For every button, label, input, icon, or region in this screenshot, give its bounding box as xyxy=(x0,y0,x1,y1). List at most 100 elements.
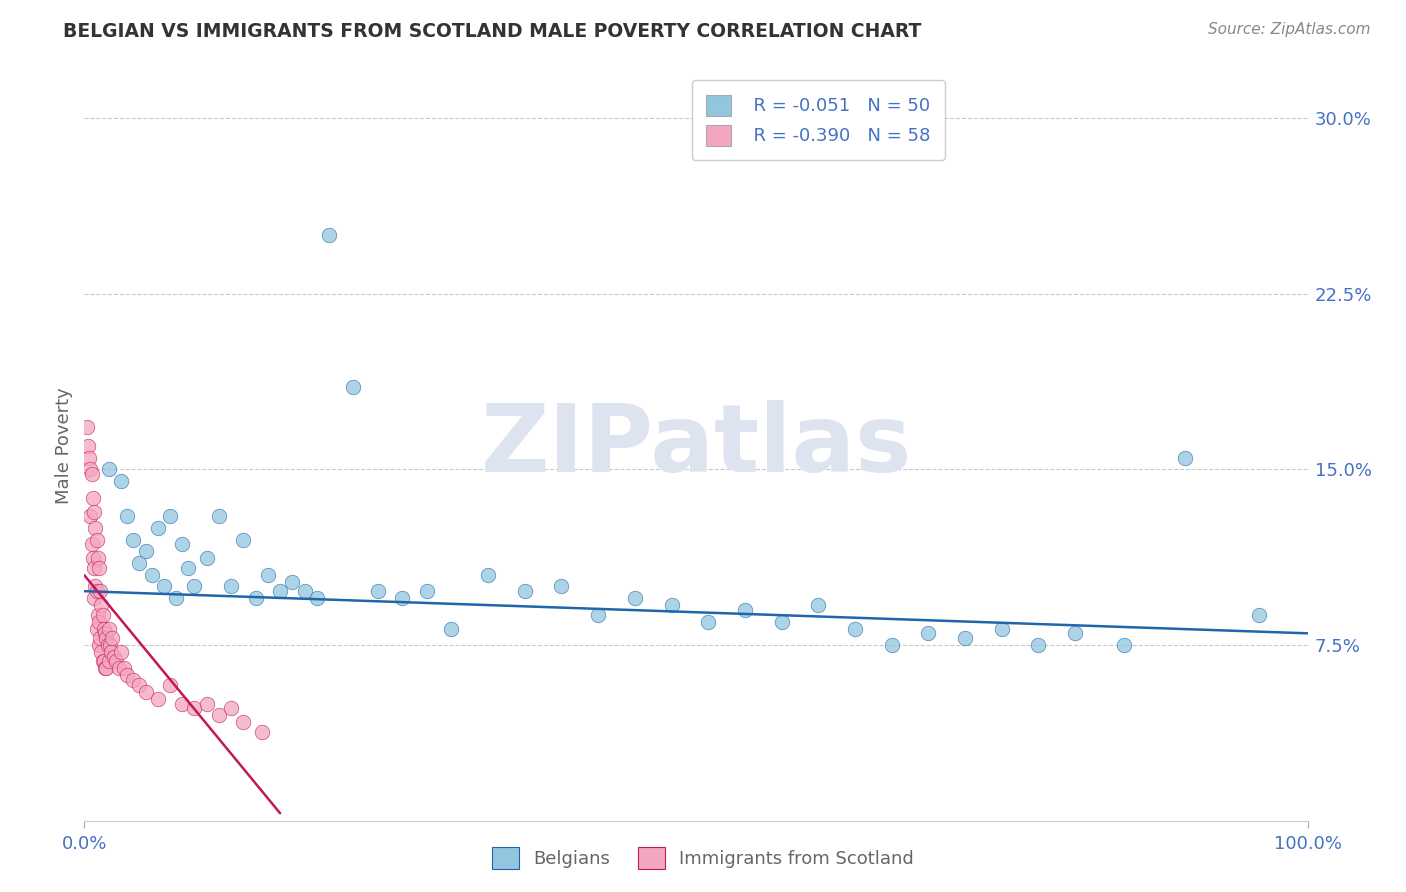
Point xyxy=(97,655,120,669)
Point xyxy=(269,584,291,599)
Point xyxy=(89,584,111,599)
Point xyxy=(513,584,536,599)
Point xyxy=(110,474,132,488)
Point xyxy=(76,420,98,434)
Point xyxy=(87,551,110,566)
Point xyxy=(110,645,132,659)
Point xyxy=(115,668,138,682)
Point xyxy=(991,622,1014,636)
Point xyxy=(416,584,439,599)
Point xyxy=(624,591,647,606)
Point xyxy=(146,521,169,535)
Point xyxy=(219,701,242,715)
Text: ZIPatlas: ZIPatlas xyxy=(481,400,911,492)
Point xyxy=(112,661,135,675)
Point xyxy=(87,615,110,629)
Point xyxy=(79,509,101,524)
Point xyxy=(159,509,181,524)
Point xyxy=(97,462,120,476)
Point xyxy=(128,556,150,570)
Point xyxy=(183,701,205,715)
Point xyxy=(94,661,117,675)
Point xyxy=(146,692,169,706)
Point xyxy=(177,561,200,575)
Point xyxy=(96,631,118,645)
Point xyxy=(159,678,181,692)
Point xyxy=(208,708,231,723)
Point xyxy=(98,638,121,652)
Point xyxy=(165,591,187,606)
Point xyxy=(94,626,117,640)
Point xyxy=(82,491,104,505)
Point xyxy=(183,580,205,594)
Point xyxy=(135,685,157,699)
Point xyxy=(195,551,218,566)
Point xyxy=(232,533,254,547)
Point xyxy=(91,607,114,622)
Legend:   R = -0.051   N = 50,   R = -0.390   N = 58: R = -0.051 N = 50, R = -0.390 N = 58 xyxy=(692,80,945,160)
Point xyxy=(93,655,115,669)
Point xyxy=(294,584,316,599)
Point xyxy=(172,537,194,551)
Y-axis label: Male Poverty: Male Poverty xyxy=(55,388,73,504)
Point xyxy=(96,661,118,675)
Point xyxy=(80,467,103,482)
Point xyxy=(135,544,157,558)
Point xyxy=(257,567,280,582)
Point xyxy=(281,574,304,589)
Point xyxy=(844,622,866,636)
Point xyxy=(128,678,150,692)
Point xyxy=(586,607,609,622)
Point xyxy=(101,631,124,645)
Point xyxy=(318,228,340,243)
Point xyxy=(97,638,120,652)
Point xyxy=(953,631,976,645)
Point xyxy=(115,509,138,524)
Point xyxy=(87,561,110,575)
Point xyxy=(103,649,125,664)
Point xyxy=(141,567,163,582)
Point xyxy=(97,622,120,636)
Point xyxy=(1174,450,1197,465)
Point xyxy=(232,715,254,730)
Point xyxy=(245,591,267,606)
Point xyxy=(807,599,830,613)
Point xyxy=(86,533,108,547)
Point xyxy=(1028,638,1050,652)
Point xyxy=(87,607,110,622)
Point xyxy=(697,615,720,629)
Text: BELGIAN VS IMMIGRANTS FROM SCOTLAND MALE POVERTY CORRELATION CHART: BELGIAN VS IMMIGRANTS FROM SCOTLAND MALE… xyxy=(63,22,922,41)
Point xyxy=(153,580,176,594)
Point xyxy=(79,462,101,476)
Point xyxy=(84,580,107,594)
Point xyxy=(90,645,112,659)
Point xyxy=(342,380,364,394)
Point xyxy=(83,561,105,575)
Point xyxy=(917,626,939,640)
Point xyxy=(93,622,115,636)
Point xyxy=(77,450,100,465)
Point xyxy=(367,584,389,599)
Point xyxy=(84,521,107,535)
Point xyxy=(305,591,328,606)
Point xyxy=(91,655,114,669)
Point xyxy=(477,567,499,582)
Point xyxy=(105,655,128,669)
Point xyxy=(107,661,129,675)
Point xyxy=(86,584,108,599)
Point xyxy=(172,697,194,711)
Point xyxy=(219,580,242,594)
Point xyxy=(1247,607,1270,622)
Point xyxy=(100,645,122,659)
Point xyxy=(550,580,572,594)
Point xyxy=(82,551,104,566)
Point xyxy=(86,622,108,636)
Point xyxy=(87,638,110,652)
Point xyxy=(1114,638,1136,652)
Point xyxy=(250,724,273,739)
Point xyxy=(1064,626,1087,640)
Point xyxy=(83,505,105,519)
Point xyxy=(122,673,145,688)
Point xyxy=(770,615,793,629)
Point xyxy=(208,509,231,524)
